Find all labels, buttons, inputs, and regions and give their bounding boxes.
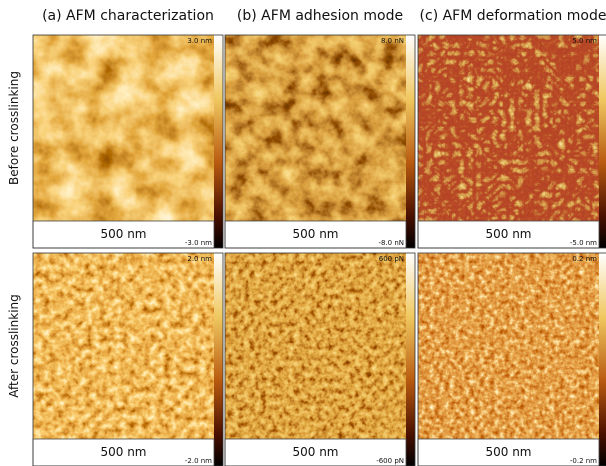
colorbar-max: 600 pN: [379, 255, 404, 263]
colorbar-max: 8.0 nN: [381, 37, 404, 45]
colorbar: [406, 35, 415, 248]
afm-image: [418, 35, 599, 221]
colorbar-min: -600 pN: [376, 457, 404, 465]
colorbar-min: -3.0 nm: [185, 239, 212, 247]
colorbar-max: 5.0 nm: [572, 37, 597, 45]
column-title: (b) AFM adhesion mode: [237, 8, 403, 24]
colorbar-min: -8.0 nN: [378, 239, 404, 247]
colorbar-min: -0.2 nm: [570, 457, 597, 465]
column-title: (c) AFM deformation mode: [420, 8, 606, 24]
colorbar-max: 3.0 nm: [187, 37, 212, 45]
scale-strip: [224, 220, 407, 249]
colorbar-min: -5.0 nm: [570, 239, 597, 247]
afm-image: [33, 253, 214, 439]
afm-image: [418, 253, 599, 439]
scale-bar-label: 500 nm: [100, 445, 146, 459]
colorbar: [406, 253, 415, 466]
scale-bar-label: 500 nm: [100, 227, 146, 241]
panel-frame: [224, 34, 416, 249]
colorbar-min: -2.0 nm: [185, 457, 212, 465]
scale-strip: [32, 220, 215, 249]
scale-bar-label: 500 nm: [485, 445, 531, 459]
panel-frame: [417, 34, 606, 249]
panel-frame: [224, 252, 416, 466]
scale-bar-label: 500 nm: [485, 227, 531, 241]
colorbar-max: 2.0 nm: [187, 255, 212, 263]
row-label: After crosslinking: [7, 294, 21, 398]
colorbar: [214, 35, 223, 248]
afm-image: [225, 253, 406, 439]
scale-bar-label: 500 nm: [292, 227, 338, 241]
column-title: (a) AFM characterization: [42, 8, 214, 24]
panel-frame: [417, 252, 606, 466]
row-label: Before crosslinking: [7, 71, 21, 185]
colorbar: [599, 35, 606, 248]
afm-image: [33, 35, 214, 221]
panel-frame: [32, 252, 224, 466]
afm-image: [225, 35, 406, 221]
panel-frame: [32, 34, 224, 249]
colorbar-max: 0.2 nm: [572, 255, 597, 263]
colorbar: [214, 253, 223, 466]
scale-bar-label: 500 nm: [292, 445, 338, 459]
colorbar: [599, 253, 606, 466]
